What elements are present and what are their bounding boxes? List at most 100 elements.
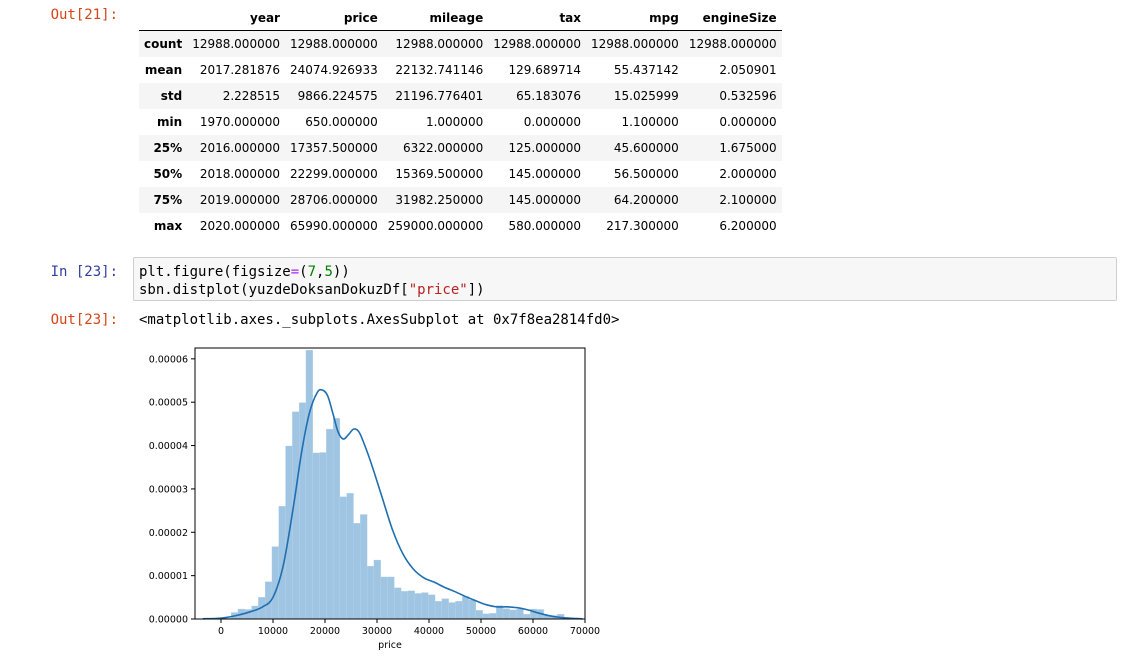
histogram-bar (462, 596, 470, 620)
table-cell: 31982.250000 (395, 193, 484, 207)
x-axis-label: price (378, 640, 402, 651)
table-cell: 15.025999 (613, 89, 679, 103)
histogram-bar (346, 493, 354, 620)
output-repr-text: <matplotlib.axes._subplots.AxesSubplot a… (139, 312, 620, 328)
code-token: ]) (467, 282, 485, 298)
table-row: max 2020.000000 65990.000000 259000.000000 5… (139, 213, 782, 239)
x-tick-label: 20000 (310, 626, 340, 637)
axes-frame (194, 347, 586, 620)
histogram-bar (271, 546, 279, 620)
histogram-bar (394, 587, 402, 620)
out-prompt-21: Out[21]: (50, 7, 118, 23)
table-cell: 1.100000 (621, 115, 679, 129)
x-tick-label: 40000 (414, 626, 444, 637)
histogram-bar (448, 602, 456, 620)
histogram-bar (516, 608, 524, 620)
table-cell: 0.000000 (719, 115, 777, 129)
row-label: 25% (153, 141, 183, 155)
table-cell: 2016.000000 (199, 141, 280, 155)
table-header-row: year price mileage tax mpg engineSize (139, 5, 782, 31)
table-cell: 1.675000 (719, 141, 777, 155)
kde-curve (202, 388, 583, 620)
row-label: count (144, 37, 183, 51)
price-distribution-chart: 0 10000 20000 30000 40000 50000 60000 70000 0.0… (149, 347, 600, 651)
in-prompt-23: In [23]: (50, 264, 118, 280)
row-label: min (157, 115, 183, 129)
histogram-bar (434, 601, 443, 620)
table-cell: 45.600000 (613, 141, 679, 155)
x-tick-label: 60000 (518, 626, 548, 637)
table-cell: 24074.926933 (289, 63, 378, 77)
table-cell: 21196.776401 (395, 89, 484, 103)
y-tick-label: 0.00002 (149, 528, 188, 539)
code-cell-input[interactable]: plt.figure(figsize=(7,5)) sbn.distplot(y… (133, 257, 1117, 301)
histogram-bar (509, 609, 517, 620)
table-cell: 145.000000 (508, 193, 582, 207)
code-token: , (316, 264, 325, 280)
table-cell: 12988.000000 (289, 37, 378, 51)
histogram-bar (407, 590, 415, 620)
y-tick-label: 0.00006 (149, 354, 188, 365)
histogram-bar (489, 613, 497, 620)
histogram-bar (251, 605, 259, 620)
row-label: mean (144, 63, 183, 77)
histogram-bar (482, 613, 490, 620)
row-label: 50% (153, 167, 183, 181)
table-cell: 12988.000000 (688, 37, 777, 51)
table-cell: 28706.000000 (289, 193, 378, 207)
table-cell: 64.200000 (613, 193, 679, 207)
row-label: max (153, 219, 183, 233)
table-cell: 2020.000000 (199, 219, 280, 233)
table-row: min 1970.000000 650.000000 1.000000 0.000000… (139, 109, 782, 135)
histogram-bar (421, 592, 429, 620)
column-header-mpg: mpg (586, 5, 684, 31)
describe-table: year price mileage tax mpg engineSize co… (139, 5, 782, 239)
x-tick-label: 70000 (570, 626, 600, 637)
histogram-bar (380, 576, 388, 620)
x-tick-label: 30000 (362, 626, 392, 637)
x-tick-label: 0 (218, 626, 224, 637)
code-line-2: sbn.distplot(yuzdeDoksanDokuzDf["price"]… (139, 282, 485, 298)
table-cell: 22132.741146 (395, 63, 484, 77)
histogram-bar (523, 614, 531, 620)
table-cell: 12988.000000 (591, 37, 679, 51)
histogram-bars (224, 350, 565, 620)
table-row: std 2.228515 9866.224575 21196.776401 65.183… (139, 83, 782, 109)
histogram-bar (353, 523, 361, 620)
column-header-year: year (187, 5, 285, 31)
table-cell: 259000.000000 (387, 219, 484, 233)
table-cell: 125.000000 (508, 141, 582, 155)
table-cell: 1.000000 (425, 115, 484, 129)
y-tick-label: 0.00000 (149, 615, 188, 626)
code-token: 5 (324, 264, 333, 280)
row-label: std (160, 89, 183, 103)
histogram-bar (339, 496, 347, 620)
table-cell: 17357.500000 (289, 141, 378, 155)
x-tick-label: 50000 (466, 626, 496, 637)
table-cell: 2.000000 (719, 167, 777, 181)
row-label: 75% (153, 193, 183, 207)
table-cell: 1970.000000 (199, 115, 280, 129)
out-prompt-23: Out[23]: (50, 312, 118, 328)
table-cell: 55.437142 (613, 63, 679, 77)
table-cell: 2017.281876 (199, 63, 280, 77)
code-token: ( (299, 264, 308, 280)
histogram-bar (366, 565, 375, 620)
histogram-bar (387, 576, 395, 620)
column-header-mileage: mileage (382, 5, 489, 31)
table-cell: 9866.224575 (297, 89, 378, 103)
table-cell: 650.000000 (305, 115, 378, 129)
histogram-bar (400, 591, 409, 620)
histogram-bar (326, 428, 334, 620)
table-cell: 12988.000000 (192, 37, 280, 51)
histogram-bar (502, 608, 510, 620)
histogram-bar (455, 601, 463, 620)
table-cell: 2.050901 (719, 63, 777, 77)
column-header-tax: tax (488, 5, 587, 31)
table-cell: 56.500000 (613, 167, 679, 181)
table-cell: 12988.000000 (493, 37, 582, 51)
table-cell: 15369.500000 (395, 167, 484, 181)
column-header-price: price (284, 5, 383, 31)
table-row: count 12988.000000 12988.000000 12988.00000… (139, 30, 782, 57)
code-line-1: plt.figure(figsize=(7,5)) (139, 264, 350, 280)
